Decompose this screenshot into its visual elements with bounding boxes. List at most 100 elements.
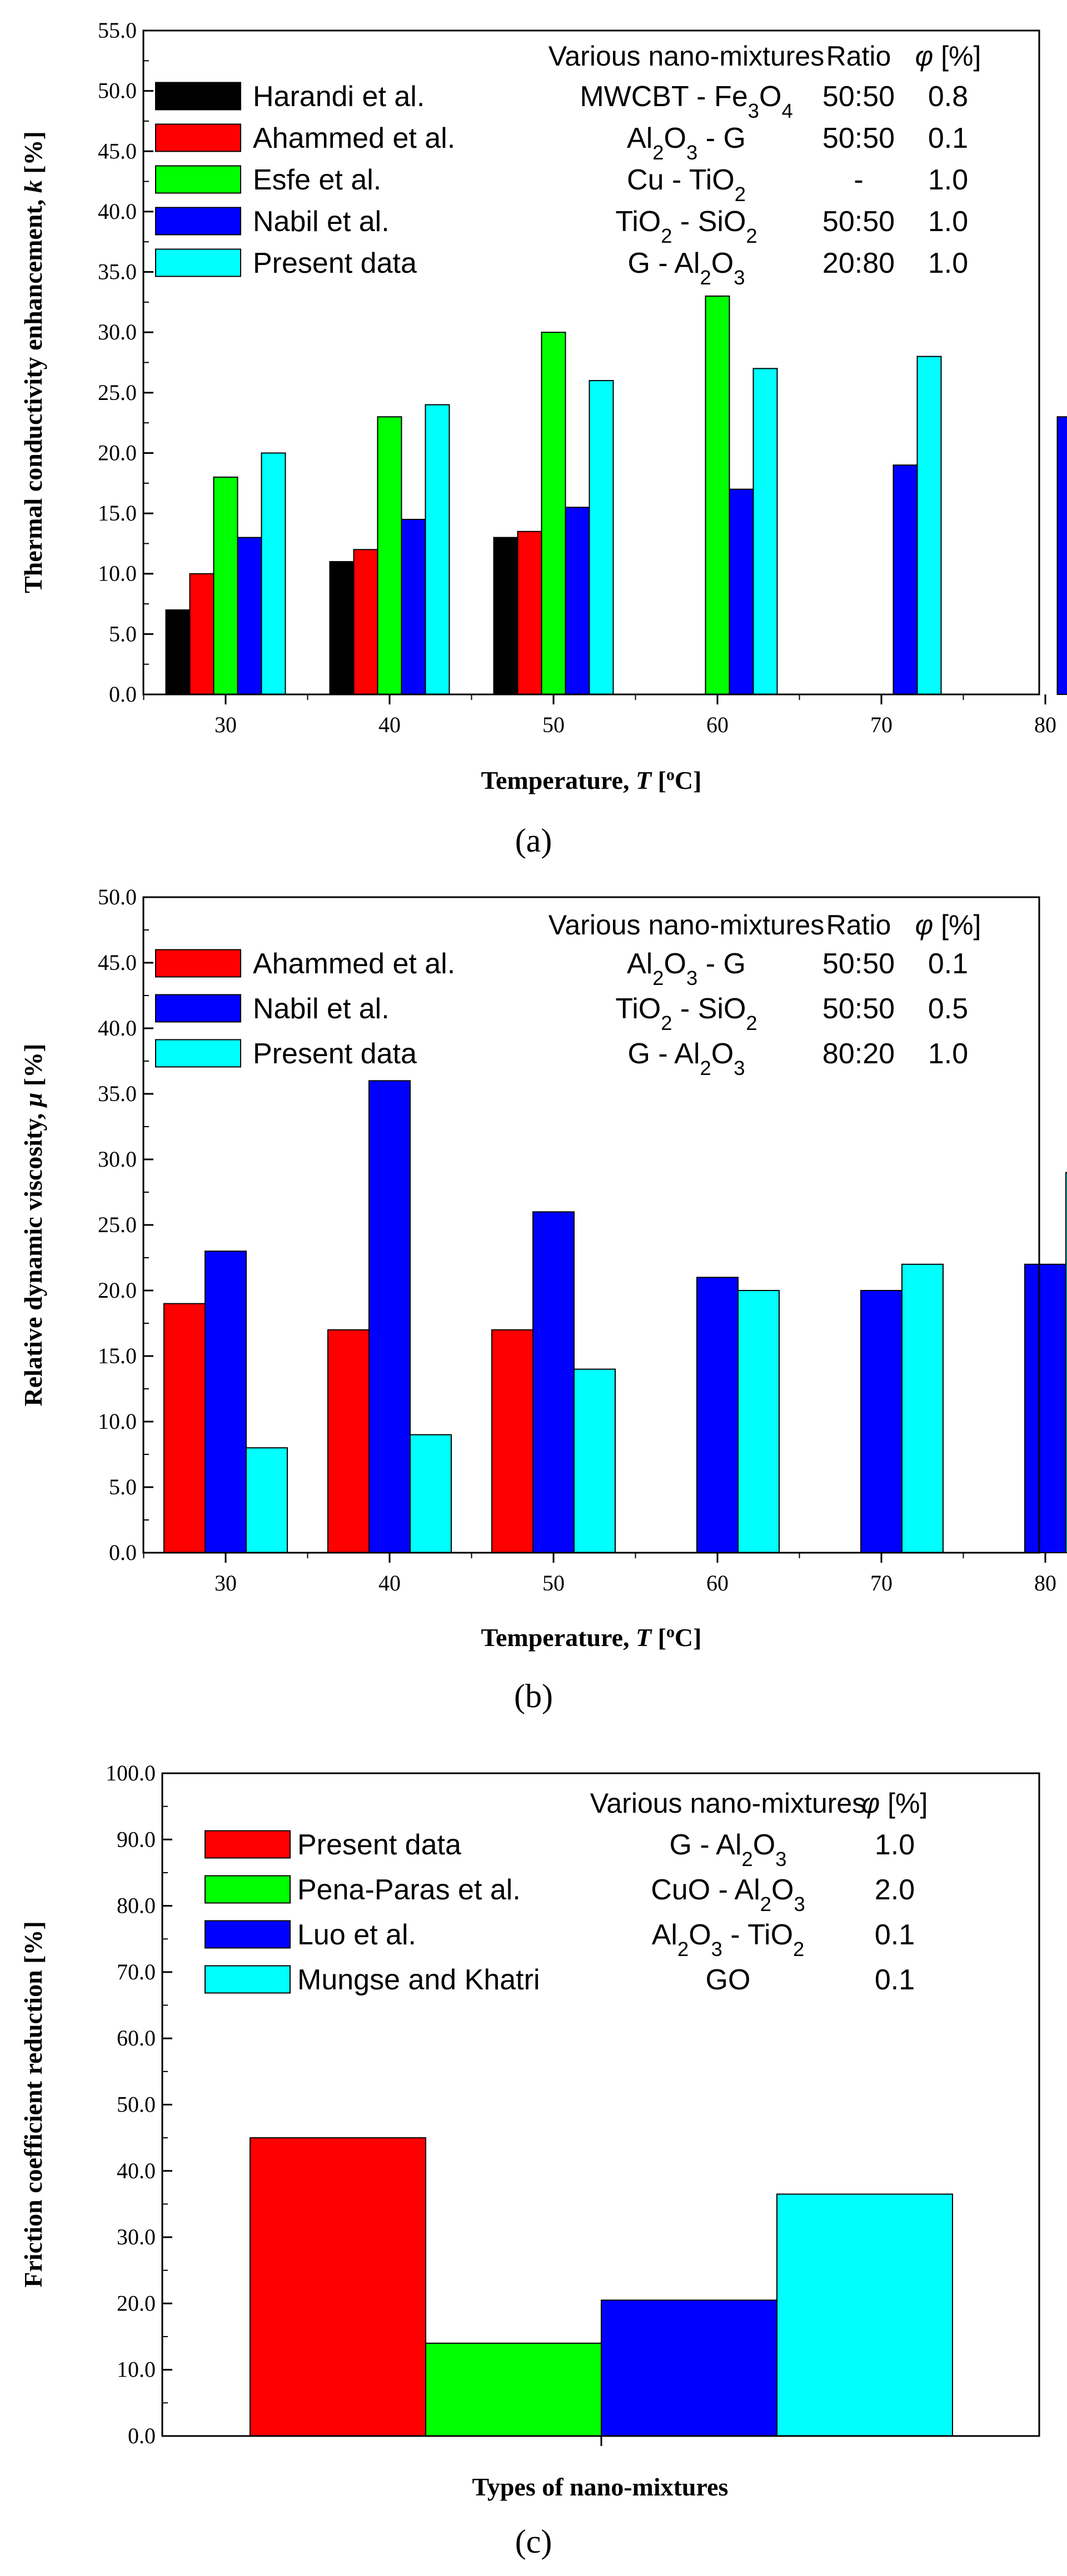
legend-label-nabil-et-al-: Nabil et al. xyxy=(253,206,390,238)
legend-phi-ahammed-et-al-: 0.1 xyxy=(928,122,968,154)
legend-phi-present-data: 1.0 xyxy=(928,1038,968,1070)
y-tick-label: 35.0 xyxy=(98,1081,137,1106)
legend-label-present-data: Present data xyxy=(253,1038,417,1070)
bar-nabil-et-al--50 xyxy=(565,507,590,696)
bar-present-data-30 xyxy=(261,452,286,695)
legend-phi-pena-paras-et-al-: 2.0 xyxy=(875,1874,915,1906)
legend-phi-esfe-et-al-: 1.0 xyxy=(928,164,968,196)
x-tick-label: 60 xyxy=(706,712,729,737)
legend-phi-ahammed-et-al-: 0.1 xyxy=(928,948,968,980)
legend-ratio-present-data: 80:20 xyxy=(822,1038,895,1070)
legend-mixture-esfe-et-al-: Cu - TiO2 xyxy=(627,164,746,206)
y-tick-label: 60.0 xyxy=(117,2025,156,2050)
x-tick-label: 80 xyxy=(1034,712,1056,737)
bar-nabil-et-al--80 xyxy=(1024,1263,1066,1554)
legend-label-pena-paras-et-al-: Pena-Paras et al. xyxy=(297,1874,521,1906)
legend-mixture-present-data: G - Al2O3 xyxy=(669,1829,786,1870)
legend-swatch-ahammed-et-al- xyxy=(155,949,241,978)
bar-harandi-et-al--30 xyxy=(165,609,191,695)
x-axis-title: Types of nano-mixtures xyxy=(472,2473,729,2501)
legend-ratio-present-data: 20:80 xyxy=(822,247,895,279)
bar-pena-paras-et-al- xyxy=(425,2342,602,2437)
bar-harandi-et-al--50 xyxy=(493,537,518,696)
x-tick-label: 50 xyxy=(542,1570,565,1595)
bar-nabil-et-al--40 xyxy=(368,1080,411,1553)
bar-present-data-50 xyxy=(574,1368,616,1554)
x-axis-title: Temperature, T [oC] xyxy=(481,766,702,795)
legend-ratio-ahammed-et-al-: 50:50 xyxy=(822,948,895,980)
y-tick-label: 30.0 xyxy=(117,2224,156,2249)
bar-nabil-et-al--70 xyxy=(860,1290,903,1553)
x-tick-label: 30 xyxy=(215,712,237,737)
legend-swatch-mungse-and-khatri xyxy=(205,1965,291,1994)
legend-header: φ [%] xyxy=(915,909,981,941)
bar-present-data-50 xyxy=(589,380,614,695)
legend-swatch-harandi-et-al- xyxy=(155,82,241,111)
bar-present-data-60 xyxy=(752,368,778,695)
legend-ratio-esfe-et-al-: - xyxy=(854,164,863,196)
legend-mixture-harandi-et-al-: MWCBT - Fe3O4 xyxy=(580,81,792,122)
y-tick-label: 0.0 xyxy=(109,682,137,707)
legend-ratio-nabil-et-al-: 50:50 xyxy=(822,993,895,1025)
y-tick-label: 10.0 xyxy=(117,2357,156,2382)
y-tick-label: 90.0 xyxy=(117,1827,156,1852)
legend-swatch-present-data xyxy=(205,1830,291,1859)
bar-present-data-70 xyxy=(901,1263,944,1554)
y-tick-label: 5.0 xyxy=(109,1474,137,1499)
bar-luo-et-al- xyxy=(601,2299,777,2437)
legend-swatch-esfe-et-al- xyxy=(155,165,241,194)
y-tick-label: 20.0 xyxy=(117,2290,156,2315)
bar-ahammed-et-al--50 xyxy=(517,531,542,695)
legend-label-esfe-et-al-: Esfe et al. xyxy=(253,164,381,196)
y-tick-label: 30.0 xyxy=(98,1147,137,1172)
x-tick-label: 70 xyxy=(870,712,893,737)
bar-nabil-et-al--60 xyxy=(696,1277,739,1553)
y-tick-label: 70.0 xyxy=(117,1959,156,1984)
panel-b-label: (b) xyxy=(514,1678,553,1714)
bar-ahammed-et-al--30 xyxy=(189,573,215,696)
legend-label-harandi-et-al-: Harandi et al. xyxy=(253,81,425,113)
bar-ahammed-et-al--40 xyxy=(353,549,378,695)
y-tick-label: 20.0 xyxy=(98,1278,137,1303)
bar-mungse-and-khatri xyxy=(776,2193,953,2437)
legend-phi-harandi-et-al-: 0.8 xyxy=(928,81,968,113)
legend-phi-present-data: 1.0 xyxy=(875,1829,915,1861)
y-tick-label: 35.0 xyxy=(98,259,137,284)
legend-phi-present-data: 1.0 xyxy=(928,247,968,279)
y-tick-label: 80.0 xyxy=(117,1893,156,1918)
legend-label-present-data: Present data xyxy=(297,1829,461,1861)
legend-mixture-luo-et-al-: Al2O3 - TiO2 xyxy=(652,1919,805,1960)
bar-ahammed-et-al--40 xyxy=(327,1329,370,1554)
bar-esfe-et-al--60 xyxy=(705,296,730,695)
y-axis-title: Friction coefficient reduction [%] xyxy=(19,1921,47,2288)
y-tick-label: 10.0 xyxy=(98,1409,137,1434)
legend-phi-mungse-and-khatri: 0.1 xyxy=(875,1964,915,1996)
x-axis-title: Temperature, T [oC] xyxy=(481,1623,702,1652)
bar-esfe-et-al--50 xyxy=(541,332,566,695)
bar-present-data-40 xyxy=(410,1434,452,1554)
legend-phi-nabil-et-al-: 1.0 xyxy=(928,206,968,238)
y-tick-label: 15.0 xyxy=(98,1343,137,1368)
y-tick-label: 40.0 xyxy=(98,199,137,224)
bar-present-data-80 xyxy=(1065,1172,1067,1554)
panel-c-label: (c) xyxy=(515,2523,552,2560)
bar-present-data-70 xyxy=(916,356,942,695)
bar-present-data-40 xyxy=(425,404,450,695)
panel-a-label: (a) xyxy=(515,822,552,859)
legend-swatch-nabil-et-al- xyxy=(155,994,241,1023)
bar-present-data xyxy=(250,2137,426,2437)
y-tick-label: 10.0 xyxy=(98,561,137,586)
panel-c-friction-reduction: (c) 0.0 10.0 20.0 30.0 40.0 50.0 60.0 70.0 80.0 9… xyxy=(19,1760,1040,2560)
legend-ratio-ahammed-et-al-: 50:50 xyxy=(822,122,895,154)
y-tick-label: 20.0 xyxy=(98,440,137,465)
x-tick-label: 50 xyxy=(542,712,565,737)
legend-label-luo-et-al-: Luo et al. xyxy=(297,1919,416,1951)
x-tick-label: 80 xyxy=(1034,1570,1056,1595)
y-tick-label: 30.0 xyxy=(98,319,137,344)
x-tick-label: 40 xyxy=(378,712,401,737)
legend-header: Ratio xyxy=(826,909,891,941)
bar-present-data-60 xyxy=(737,1290,780,1553)
bar-nabil-et-al--70 xyxy=(893,464,918,695)
y-tick-label: 0.0 xyxy=(109,1540,137,1565)
